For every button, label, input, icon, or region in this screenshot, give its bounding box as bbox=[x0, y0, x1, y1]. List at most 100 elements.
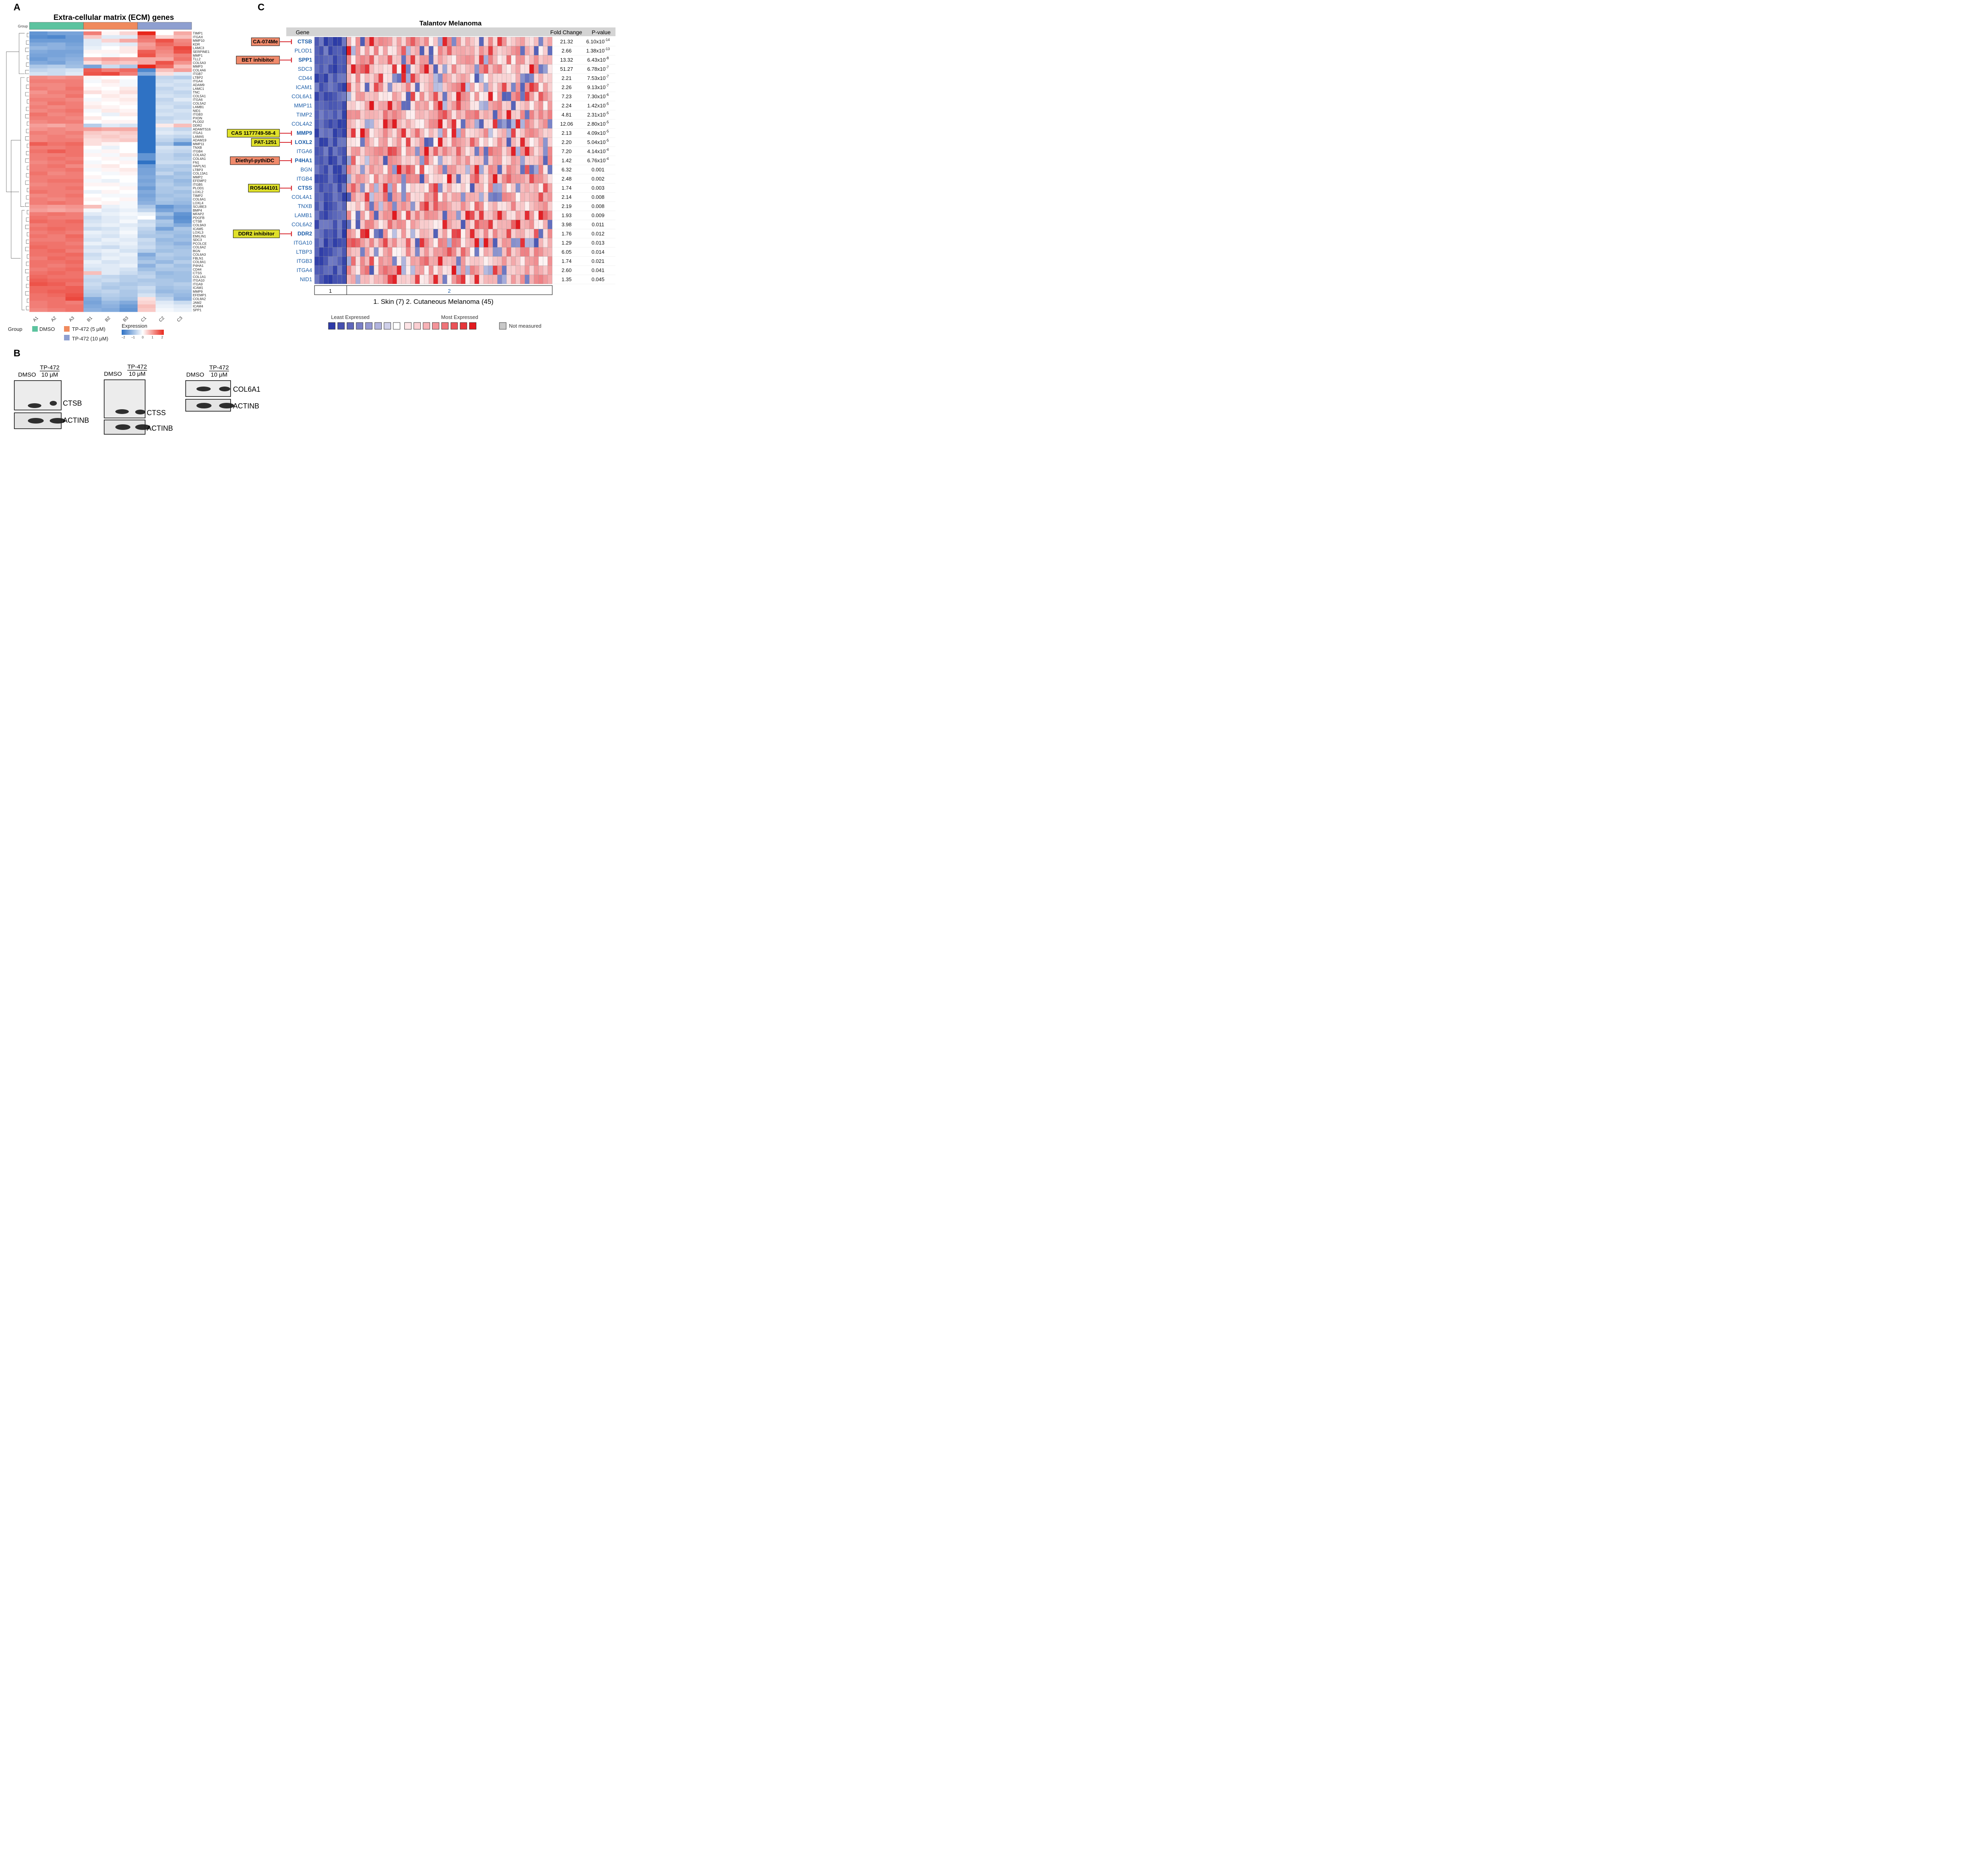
expression-cell bbox=[355, 101, 361, 111]
expression-cell bbox=[433, 110, 438, 120]
expression-cell bbox=[538, 274, 544, 284]
expression-cell bbox=[332, 55, 338, 65]
heatmap-cell bbox=[138, 90, 156, 95]
heatmap-cell bbox=[83, 171, 102, 176]
heatmap-cell bbox=[138, 53, 156, 58]
expression-cell bbox=[543, 247, 548, 257]
gene-label: KDR bbox=[193, 42, 200, 46]
expression-cell bbox=[524, 91, 530, 101]
expression-cell bbox=[374, 265, 379, 275]
expression-cell bbox=[534, 201, 539, 211]
heatmap-cell bbox=[138, 241, 156, 246]
p-value: 0.045 bbox=[592, 276, 605, 282]
expression-cell bbox=[328, 37, 333, 47]
expression-cell bbox=[378, 73, 383, 83]
expression-cell bbox=[351, 247, 356, 257]
heatmap-cell bbox=[119, 146, 138, 150]
heatmap-cell bbox=[65, 179, 84, 183]
heatmap-cell bbox=[155, 201, 174, 205]
gene-label: MMP3 bbox=[193, 64, 203, 68]
expression-cell bbox=[502, 201, 507, 211]
heatmap-cell bbox=[47, 290, 66, 294]
expression-cell bbox=[360, 183, 365, 193]
group-bar-segment bbox=[137, 22, 192, 30]
heatmap-cell bbox=[138, 304, 156, 309]
expression-cell bbox=[360, 128, 365, 138]
expression-cell bbox=[360, 155, 365, 165]
expression-cell bbox=[538, 229, 544, 239]
expression-cell bbox=[520, 183, 525, 193]
expression-cell bbox=[337, 119, 342, 129]
heatmap-cell bbox=[65, 61, 84, 65]
expression-cell bbox=[502, 210, 507, 220]
expression-cell bbox=[442, 91, 447, 101]
expression-cell bbox=[365, 229, 370, 239]
heatmap-cell bbox=[101, 72, 120, 76]
heatmap-cell bbox=[101, 245, 120, 249]
expression-cell bbox=[543, 91, 548, 101]
expression-cell bbox=[456, 201, 461, 211]
expression-cell bbox=[511, 247, 516, 257]
expression-cell bbox=[543, 155, 548, 165]
heatmap-cell bbox=[83, 249, 102, 253]
expression-cell bbox=[387, 220, 392, 229]
expression-cell bbox=[511, 128, 516, 138]
expression-cell bbox=[392, 192, 397, 202]
blot-concentration: 10 μM bbox=[129, 371, 146, 377]
gene-label: SDC3 bbox=[193, 238, 202, 242]
expression-cell bbox=[479, 73, 484, 83]
expression-cell bbox=[497, 73, 502, 83]
expression-cell bbox=[547, 210, 553, 220]
expression-cell bbox=[355, 220, 361, 229]
expression-cell bbox=[543, 210, 548, 220]
heatmap-cell bbox=[101, 164, 120, 168]
heatmap-cell bbox=[138, 101, 156, 105]
legend-group-title: Group bbox=[8, 326, 22, 332]
expression-cell bbox=[460, 137, 466, 147]
heatmap-cell bbox=[29, 175, 48, 179]
heatmap-cell bbox=[65, 183, 84, 187]
expression-cell bbox=[488, 265, 493, 275]
heatmap-cell bbox=[83, 290, 102, 294]
blot-band bbox=[196, 403, 212, 408]
not-measured-swatch bbox=[499, 322, 507, 330]
heatmap-cell bbox=[83, 153, 102, 157]
heatmap-cell bbox=[173, 260, 192, 264]
expression-cell bbox=[543, 119, 548, 129]
heatmap-cell bbox=[83, 101, 102, 105]
blot-target-label: CTSB bbox=[63, 399, 82, 407]
heatmap-cell bbox=[65, 68, 84, 72]
heatmap-cell bbox=[29, 153, 48, 157]
expression-cell bbox=[534, 137, 539, 147]
p-value: 0.008 bbox=[592, 203, 605, 209]
expression-cell bbox=[470, 73, 475, 83]
expression-cell bbox=[415, 64, 420, 74]
expression-cell bbox=[538, 265, 544, 275]
expression-cell bbox=[483, 265, 489, 275]
gene-label: MMP9 bbox=[193, 290, 203, 293]
heatmap-cell bbox=[119, 249, 138, 253]
expression-cell bbox=[406, 155, 411, 165]
expression-cell bbox=[520, 119, 525, 129]
expression-cell bbox=[374, 137, 379, 147]
expression-cell bbox=[360, 210, 365, 220]
expression-cell bbox=[470, 64, 475, 74]
p-value: 2.31x10-5 bbox=[587, 111, 609, 118]
heatmap-cell bbox=[29, 61, 48, 65]
expression-cell bbox=[355, 155, 361, 165]
expression-cell bbox=[383, 37, 388, 47]
heatmap-cell bbox=[29, 120, 48, 124]
dendrogram-branch bbox=[26, 173, 29, 177]
expression-cell bbox=[493, 46, 498, 56]
expression-cell bbox=[547, 265, 553, 275]
expression-cell bbox=[314, 220, 319, 229]
heatmap-cell bbox=[119, 50, 138, 54]
expression-cell bbox=[429, 256, 434, 266]
heatmap-cell bbox=[29, 301, 48, 305]
heatmap-cell bbox=[119, 253, 138, 257]
gene-label: LAMB1 bbox=[193, 105, 204, 109]
expression-cell bbox=[415, 82, 420, 92]
expression-cell bbox=[502, 247, 507, 257]
dendrogram-branch bbox=[26, 40, 29, 45]
heatmap-cell bbox=[47, 227, 66, 231]
